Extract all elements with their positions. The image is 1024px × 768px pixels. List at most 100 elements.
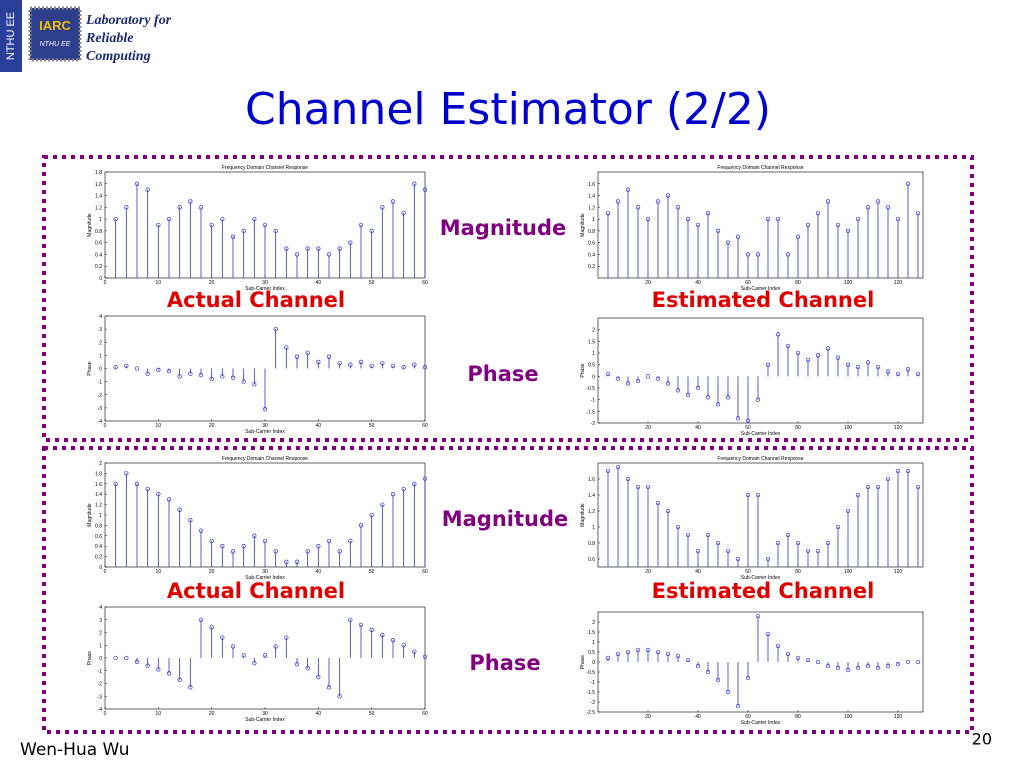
stem-marker [915,484,921,490]
y-tick-label: 1 [99,217,102,223]
stem-marker [134,659,140,664]
y-tick-label: -1.5 [586,690,595,696]
stem-marker [390,492,396,497]
stem-marker [865,484,871,490]
y-tick-label: -1 [591,398,596,404]
stem-marker [665,651,671,657]
x-tick-label: 50 [369,280,375,286]
y-tick-label: 4 [99,605,102,611]
y-tick-label: -0.5 [586,386,595,392]
x-tick-label: 60 [422,569,428,575]
x-tick-label: 30 [262,423,268,429]
stem-marker [273,326,278,332]
y-axis-label: Phase [580,363,586,377]
y-tick-label: 2 [99,461,102,467]
y-tick-label: 0 [99,276,102,282]
stem-marker [305,666,310,671]
plot-area [597,462,924,568]
x-tick-label: 50 [369,569,375,575]
y-tick-label: -0.5 [586,670,595,676]
stem-marker [358,523,364,528]
stem-marker [875,199,881,204]
column-label: Estimated Channel [652,579,875,603]
logo-side-bar [0,0,22,72]
stem-marker [805,222,811,228]
stem-marker [294,354,300,359]
stem-marker [316,359,321,365]
stem-marker [156,222,161,228]
stem-marker [401,643,406,648]
stem-marker [695,548,701,554]
x-tick-label: 40 [316,569,322,575]
stem-marker [795,234,801,239]
stem-marker [134,481,140,486]
stem-marker [875,484,881,490]
stem-marker [230,234,236,239]
y-tick-label: 3 [99,327,102,333]
stem-marker [895,371,901,377]
stem-marker [825,346,831,351]
y-tick-label: 0.6 [588,557,595,563]
x-tick-label: 10 [156,423,162,429]
logo-text: Laboratory for [85,13,172,28]
y-tick-label: 1 [592,640,595,646]
stem-marker [755,613,761,619]
plot: 20 40 60 80 100 120 -2 -1.5 -1 -0.5 0 0.5 1 1.5 2 Sub-C… [580,317,924,437]
stem-marker [915,659,921,665]
y-tick-label: 0.4 [588,252,595,258]
y-tick-label: 0.6 [95,534,102,540]
stem-marker [915,211,921,216]
stem-marker [855,492,861,498]
stem-marker [825,663,831,669]
y-tick-label: 0.4 [95,252,102,258]
y-tick-label: 0.2 [95,264,102,270]
stem-marker [725,548,731,554]
logo-chip-text: IARC [39,18,71,33]
y-tick-label: 0.8 [95,229,102,235]
stem-marker [241,653,246,658]
stem-marker [625,649,631,655]
stem-marker [625,187,631,192]
stem-marker [252,533,257,538]
y-tick-label: -3 [98,406,103,412]
y-tick-label: 0.8 [588,229,595,235]
stem-marker [905,181,911,186]
x-tick-label: 60 [745,569,751,575]
stem-marker [124,655,129,661]
x-tick-label: 20 [645,280,651,286]
x-tick-label: 40 [695,280,701,286]
stem-marker [166,497,172,502]
x-tick-label: 120 [894,280,903,286]
stem-marker [615,376,621,381]
stem-marker [294,559,300,564]
plot: 0 10 20 30 40 50 60 0 0.2 0.4 0.6 0.8 1 1.2 1.4 1.6 1.8 2… [87,456,428,581]
stem-marker [685,392,691,398]
stem-marker [198,205,204,210]
y-tick-label: -4 [98,419,103,425]
x-tick-label: 0 [104,569,107,575]
stem-marker [369,627,374,633]
stem-marker [875,665,881,671]
plot-title: Frequency Domain Channel Response [717,456,803,462]
stem-marker [209,625,214,630]
stem-marker [885,476,891,482]
y-tick-label: 1 [592,217,595,223]
stem-marker [273,549,278,554]
stem-marker [348,538,353,544]
stem-marker [230,375,236,380]
stem-marker [645,484,651,490]
y-tick-label: 1 [99,513,102,519]
stem-marker [422,476,428,481]
stem-marker [775,216,781,222]
stem-marker [645,216,651,222]
stem-marker [605,211,611,216]
column-label: Actual Channel [167,579,345,603]
stem-marker [337,694,342,699]
y-tick-label: 1.2 [95,205,102,211]
y-tick-label: -2 [591,700,596,706]
stem-marker [815,548,821,554]
stem-marker [230,549,236,554]
stem-marker [785,651,791,657]
y-tick-label: 0 [99,656,102,662]
